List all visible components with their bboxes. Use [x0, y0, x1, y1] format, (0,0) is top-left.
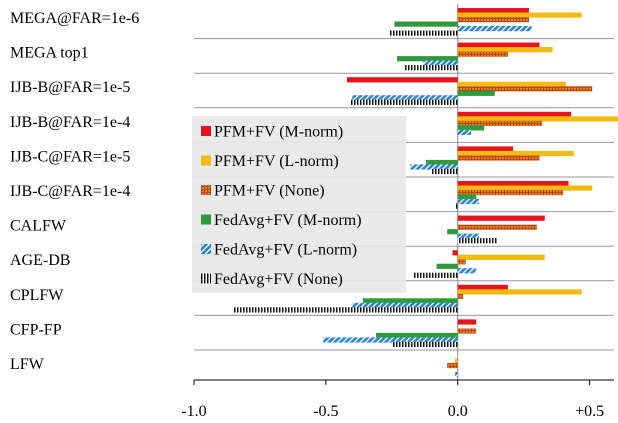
bar	[349, 99, 458, 105]
bar	[457, 181, 569, 187]
bar	[457, 125, 485, 131]
legend-label: FedAvg+FV (L-norm)	[214, 242, 357, 259]
bar	[457, 81, 566, 87]
x-tick-label: 0.0	[448, 403, 468, 420]
category-label: CALFW	[10, 218, 67, 235]
bar	[323, 337, 458, 343]
bar	[457, 116, 618, 122]
bar	[457, 254, 545, 260]
bar	[457, 155, 540, 161]
category-label: AGE-DB	[10, 252, 70, 269]
category-label: LFW	[10, 356, 45, 373]
bar	[455, 358, 458, 364]
bar	[391, 341, 458, 348]
plot-area: MEGA@FAR=1e-6 MEGA top1 IJB-B@FAR=1e-5 IJB-…	[10, 4, 618, 420]
legend-swatch	[201, 214, 211, 225]
legend-label: PFM+FV (M-norm)	[214, 124, 343, 141]
legend-box	[192, 116, 406, 293]
legend: PFM+FV (M-norm) PFM+FV (L-norm) PFM+FV (No…	[192, 116, 406, 293]
bar	[457, 224, 537, 230]
legend-label: PFM+FV (L-norm)	[214, 153, 339, 170]
bar	[455, 372, 458, 378]
category-label: IJB-B@FAR=1e-5	[10, 79, 130, 96]
category-label: MEGA top1	[10, 45, 89, 62]
bar	[457, 51, 508, 57]
bar	[457, 328, 477, 334]
bar	[457, 199, 479, 205]
bar	[447, 363, 458, 369]
legend-swatch	[201, 126, 211, 136]
bar	[452, 250, 458, 256]
bar	[436, 263, 458, 269]
x-tick-label: +0.5	[575, 403, 604, 420]
bar	[405, 65, 458, 71]
category-label: CFP-FP	[10, 321, 62, 338]
legend-swatch	[201, 273, 211, 284]
bar	[426, 159, 458, 166]
bar	[412, 272, 458, 278]
bar	[352, 95, 458, 101]
legend-swatch	[201, 244, 211, 254]
category-label: IJB-C@FAR=1e-5	[10, 148, 130, 165]
bar	[389, 30, 458, 36]
bar	[457, 90, 495, 96]
bar	[457, 86, 593, 92]
bar	[457, 194, 477, 200]
bar	[455, 203, 458, 209]
bar	[457, 120, 543, 126]
legend-label: FedAvg+FV (M-norm)	[214, 212, 362, 229]
bar	[457, 8, 529, 14]
bar	[457, 268, 477, 274]
bar	[447, 229, 458, 235]
bar	[457, 17, 529, 23]
bar	[410, 164, 458, 170]
legend-label: FedAvg+FV (None)	[214, 271, 343, 288]
bar	[457, 146, 514, 152]
x-tick-label: -0.5	[313, 403, 338, 420]
bar	[457, 26, 532, 32]
bar	[457, 293, 464, 299]
bar	[457, 47, 553, 53]
x-tick-label: -1.0	[181, 403, 206, 420]
bar	[457, 289, 582, 295]
legend-swatch	[201, 185, 211, 195]
bar	[457, 233, 479, 239]
bar	[352, 302, 458, 308]
bar	[457, 111, 572, 117]
bar	[457, 215, 545, 221]
bar	[457, 12, 582, 18]
category-label: IJB-B@FAR=1e-4	[10, 114, 130, 131]
bar	[457, 129, 471, 135]
category-label: CPLFW	[10, 287, 64, 304]
bar	[457, 238, 498, 244]
bar	[375, 332, 458, 339]
bar	[423, 60, 458, 66]
legend-swatch	[201, 155, 211, 166]
bar	[457, 259, 466, 265]
bar	[362, 298, 458, 304]
bar	[397, 56, 458, 62]
bar	[457, 42, 540, 48]
bar	[394, 21, 458, 27]
bar	[346, 77, 458, 83]
bar	[233, 307, 458, 313]
legend-label: PFM+FV (None)	[214, 183, 325, 200]
bar	[431, 168, 458, 175]
bar	[457, 185, 593, 191]
bar	[457, 190, 564, 196]
bar	[457, 284, 508, 290]
bar	[457, 150, 574, 157]
category-label: MEGA@FAR=1e-6	[10, 10, 139, 27]
bar	[457, 319, 477, 325]
category-label: IJB-C@FAR=1e-4	[10, 183, 130, 200]
